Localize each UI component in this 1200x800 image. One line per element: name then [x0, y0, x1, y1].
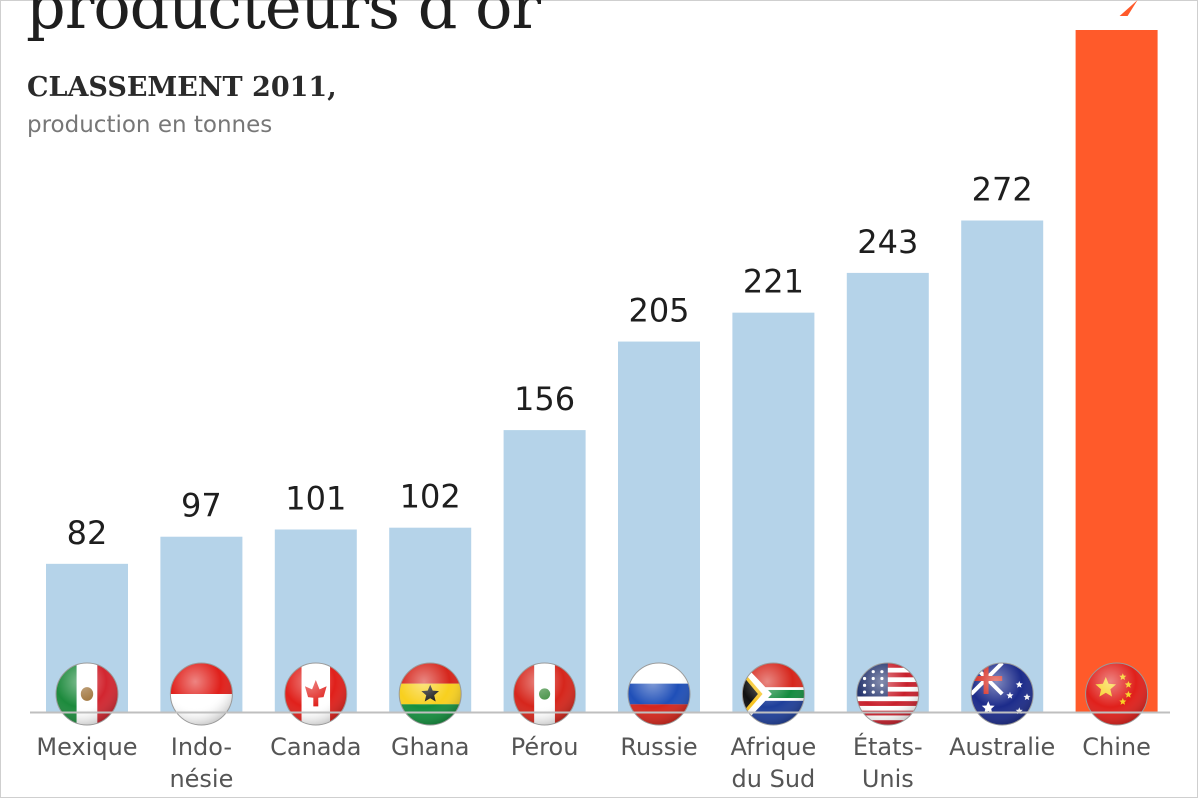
bar-5 [618, 341, 700, 712]
china-flag-icon [1085, 662, 1149, 726]
usa-flag-icon [856, 662, 920, 726]
chart-subtitle: CLASSEMENT 2011, [27, 72, 337, 103]
australia-flag-icon [970, 662, 1034, 726]
bar-8 [961, 220, 1044, 712]
mexico-flag-icon [55, 662, 119, 726]
category-label-3: Ghana [391, 733, 469, 761]
value-label-0: 82 [67, 514, 108, 552]
bar-6 [732, 312, 815, 712]
south-africa-flag-icon [741, 662, 805, 726]
category-label-8: Australie [949, 733, 1055, 761]
canada-flag-icon [284, 662, 348, 726]
highlight-arrow-tip [1119, 0, 1138, 16]
value-label-4: 156 [514, 380, 575, 418]
russia-flag-icon [627, 662, 691, 726]
unit-label: production en tonnes [27, 112, 273, 138]
category-label-2: Canada [270, 733, 361, 761]
ghana-flag-icon [398, 662, 462, 726]
indonesia-flag-icon [169, 662, 233, 726]
value-label-7: 243 [857, 223, 918, 261]
chart-title: producteurs d’or [26, 0, 541, 43]
value-label-5: 205 [628, 292, 689, 330]
category-label-6: Afrique du Sud [731, 733, 817, 793]
category-label-5: Russie [620, 733, 697, 761]
value-label-6: 221 [743, 263, 804, 301]
bar-9 [1075, 30, 1158, 712]
value-label-2: 101 [285, 479, 346, 517]
category-label-0: Mexique [36, 733, 137, 761]
value-label-3: 102 [400, 478, 461, 516]
value-label-1: 97 [181, 487, 222, 525]
category-label-7: États-Unis [853, 732, 923, 793]
category-label-4: Pérou [511, 733, 579, 761]
bar-7 [846, 272, 929, 712]
value-label-8: 272 [972, 170, 1033, 208]
category-label-1: Indo-nésie [169, 733, 233, 793]
category-label-9: Chine [1082, 733, 1151, 761]
peru-flag-icon [513, 662, 577, 726]
